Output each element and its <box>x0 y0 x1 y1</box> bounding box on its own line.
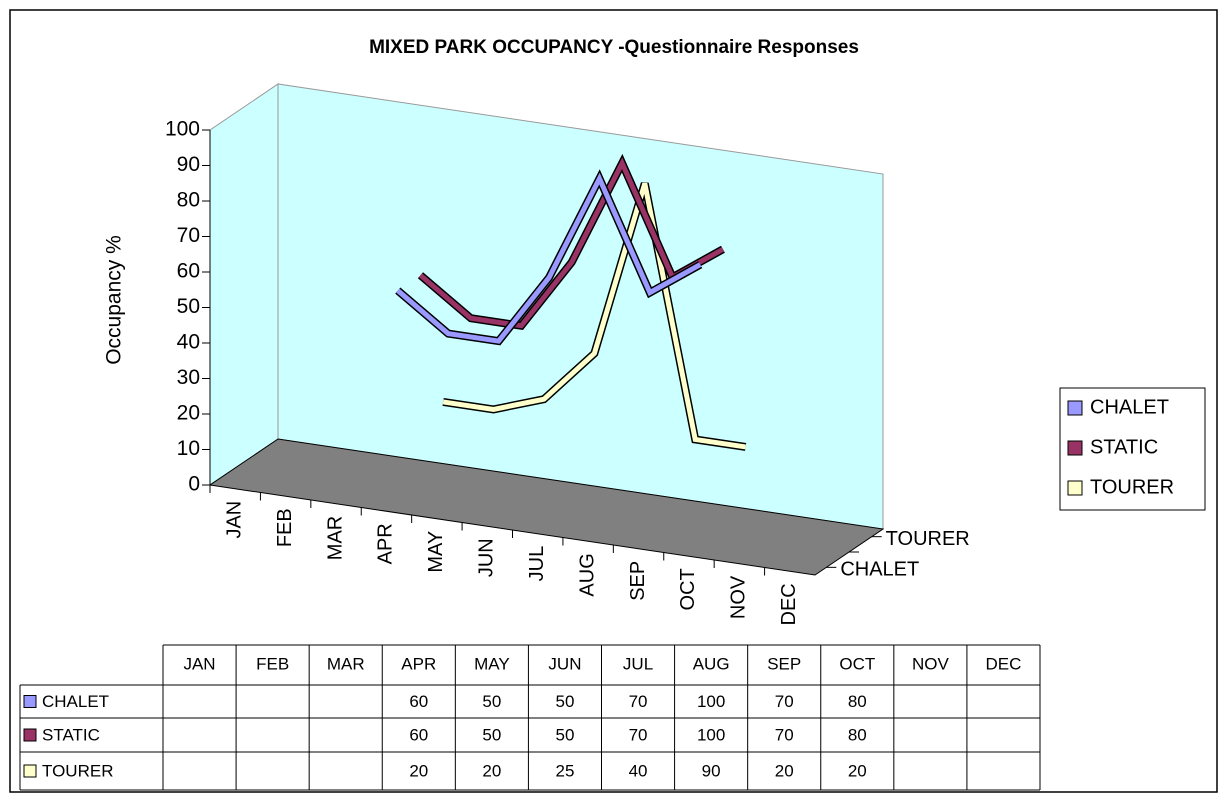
series-line <box>442 182 746 450</box>
table-swatch <box>23 728 37 742</box>
y-tick-label: 10 <box>177 437 200 460</box>
x-tick-label: MAY <box>425 531 447 573</box>
table-cell: 60 <box>409 692 428 711</box>
table-header: MAR <box>327 654 365 673</box>
table-cell: 90 <box>702 761 721 780</box>
legend-label: STATIC <box>1090 436 1158 458</box>
y-tick-label: 0 <box>188 473 200 496</box>
x-tick-label: JUN <box>476 538 498 577</box>
y-tick-label: 60 <box>177 260 200 283</box>
y-tick-label: 20 <box>177 402 200 425</box>
table-row-label: CHALET <box>42 692 109 711</box>
table-row-label: STATIC <box>42 725 100 744</box>
x-tick-label: MAR <box>324 516 346 560</box>
y-tick-label: 50 <box>177 295 200 318</box>
y-axis-title: Occupancy % <box>103 235 126 365</box>
table-cell: 20 <box>848 761 867 780</box>
table-cell: 20 <box>775 761 794 780</box>
table-cell: 50 <box>555 692 574 711</box>
table-cell: 70 <box>775 725 794 744</box>
x-tick-label: APR <box>375 523 397 564</box>
side-wall <box>209 83 279 486</box>
table-cell: 40 <box>629 761 648 780</box>
legend-label: TOURER <box>1090 476 1174 498</box>
y-tick-label: 30 <box>177 366 200 389</box>
y-tick-label: 90 <box>177 153 200 176</box>
y-tick-label: 40 <box>177 331 200 354</box>
x-tick-label: OCT <box>677 568 699 610</box>
legend-swatch <box>1067 480 1083 496</box>
table-swatch <box>23 695 37 708</box>
table-cell: 25 <box>555 761 574 780</box>
table-cell: 20 <box>482 761 501 780</box>
table-header: SEP <box>767 654 801 673</box>
table-cell: 70 <box>775 692 794 711</box>
table-cell: 80 <box>848 692 867 711</box>
table-cell: 80 <box>848 725 867 744</box>
table-header: DEC <box>986 654 1022 673</box>
legend-swatch <box>1067 400 1083 416</box>
table-cell: 70 <box>629 692 648 711</box>
table-header: JUN <box>548 654 581 673</box>
table-header: FEB <box>256 654 289 673</box>
table-header: APR <box>401 654 436 673</box>
table-header: JAN <box>183 654 215 673</box>
table-header: AUG <box>693 654 730 673</box>
depth-tick-label: TOURER <box>886 528 970 550</box>
x-tick-label: NOV <box>728 575 750 619</box>
table-cell: 100 <box>697 692 725 711</box>
table-row-label: TOURER <box>42 761 113 780</box>
table-cell: 50 <box>482 725 501 744</box>
table-header: MAY <box>474 654 510 673</box>
legend-swatch <box>1067 440 1083 456</box>
table-swatch <box>23 764 37 778</box>
x-tick-label: JUL <box>526 546 548 582</box>
x-tick-label: DEC <box>778 583 800 625</box>
y-tick-label: 100 <box>165 118 200 141</box>
table-header: OCT <box>839 654 875 673</box>
x-tick-label: FEB <box>274 508 296 547</box>
table-cell: 50 <box>482 692 501 711</box>
table-header: NOV <box>912 654 950 673</box>
y-tick-label: 70 <box>177 224 200 247</box>
table-cell: 20 <box>409 761 428 780</box>
x-tick-label: SEP <box>627 561 649 601</box>
legend-box <box>1059 387 1206 511</box>
table-cell: 100 <box>697 725 725 744</box>
x-tick-label: JAN <box>223 501 245 539</box>
table-cell: 70 <box>629 725 648 744</box>
legend-label: CHALET <box>1090 396 1169 418</box>
depth-tick-label: CHALET <box>840 559 919 581</box>
table-header: JUL <box>623 654 653 673</box>
x-tick-label: AUG <box>576 553 598 596</box>
y-tick-label: 80 <box>177 189 200 212</box>
table-cell: 60 <box>409 725 428 744</box>
table-cell: 50 <box>555 725 574 744</box>
chart-title: MIXED PARK OCCUPANCY -Questionnaire Resp… <box>369 37 859 58</box>
series-line <box>396 172 702 344</box>
